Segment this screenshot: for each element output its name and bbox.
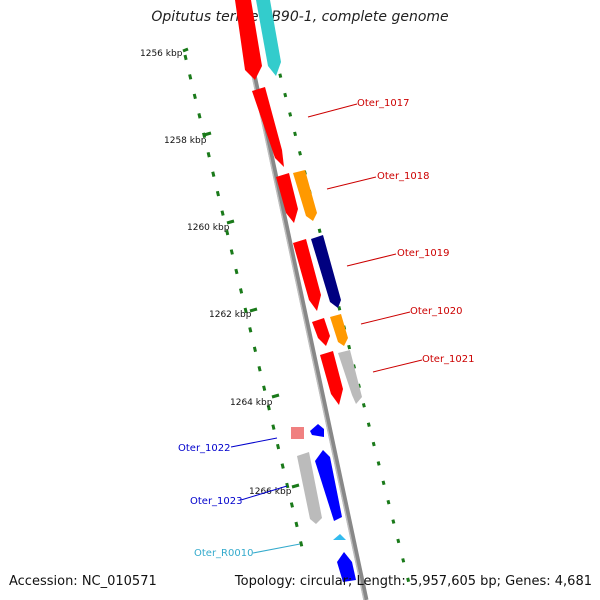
kbp-label: 1260 kbp: [187, 223, 230, 233]
major-tick: [182, 47, 189, 53]
gene-arrow: [315, 450, 342, 521]
outer-track-features: [256, 0, 362, 404]
kbp-label: 1258 kbp: [164, 136, 207, 146]
leader-line: [252, 543, 301, 554]
gene-arrow: [337, 552, 356, 582]
kbp-label: 1264 kbp: [230, 398, 273, 408]
gene-arrow: [320, 351, 343, 405]
gene-label[interactable]: Oter_1019: [397, 248, 450, 259]
major-tick: [203, 131, 212, 137]
kbp-label: 1266 kbp: [249, 487, 292, 497]
gene-label[interactable]: Oter_1023: [190, 496, 243, 507]
leader-line: [326, 176, 377, 190]
accession-text: Accession: NC_010571: [9, 574, 157, 589]
major-tick: [249, 307, 258, 313]
gene-arrow: [235, 0, 262, 80]
leader-line: [307, 103, 358, 118]
gene-arrow: [293, 239, 321, 311]
gene-box-light: [291, 427, 304, 439]
leader-line: [346, 253, 397, 267]
gene-arrow: [297, 452, 322, 524]
gene-arrow: [333, 534, 346, 540]
genome-summary-text: Topology: circular; Length: 5,957,605 bp…: [234, 574, 592, 589]
gene-label[interactable]: Oter_1021: [422, 354, 475, 365]
major-tick: [226, 219, 235, 225]
reverse-track-features: [297, 424, 356, 582]
major-tick: [271, 393, 280, 399]
gene-arrow: [338, 350, 362, 404]
gene-arrow: [311, 235, 341, 308]
gene-label[interactable]: Oter_1017: [357, 98, 410, 109]
gene-arrow: [256, 0, 281, 76]
leader-line: [230, 437, 278, 448]
kbp-label: 1256 kbp: [140, 49, 183, 59]
leader-line: [372, 359, 423, 373]
tick-track-inner: [183, 54, 307, 561]
major-ticks: [182, 47, 300, 489]
gene-arrow: [276, 173, 298, 223]
gene-label[interactable]: Oter_1022: [178, 443, 231, 454]
cds-features: [235, 0, 343, 439]
gene-arrow: [293, 170, 317, 221]
gene-label[interactable]: Oter_R0010: [194, 548, 253, 559]
gene-arrow: [310, 424, 324, 437]
gene-arrow: [330, 314, 348, 346]
gene-label[interactable]: Oter_1018: [377, 171, 430, 182]
major-tick: [291, 483, 300, 489]
label-leaders: [230, 103, 423, 554]
map-title: Opitutus terrae PB90-1, complete genome: [151, 9, 449, 25]
leader-line: [360, 311, 411, 325]
genome-backbone-highlight: [235, 0, 365, 600]
leader-line: [240, 485, 288, 501]
kbp-label: 1262 kbp: [209, 310, 252, 320]
gene-arrow: [312, 318, 330, 346]
tick-track-outer: [268, 34, 414, 596]
gene-label[interactable]: Oter_1020: [410, 306, 463, 317]
gene-arrow: [252, 87, 284, 167]
